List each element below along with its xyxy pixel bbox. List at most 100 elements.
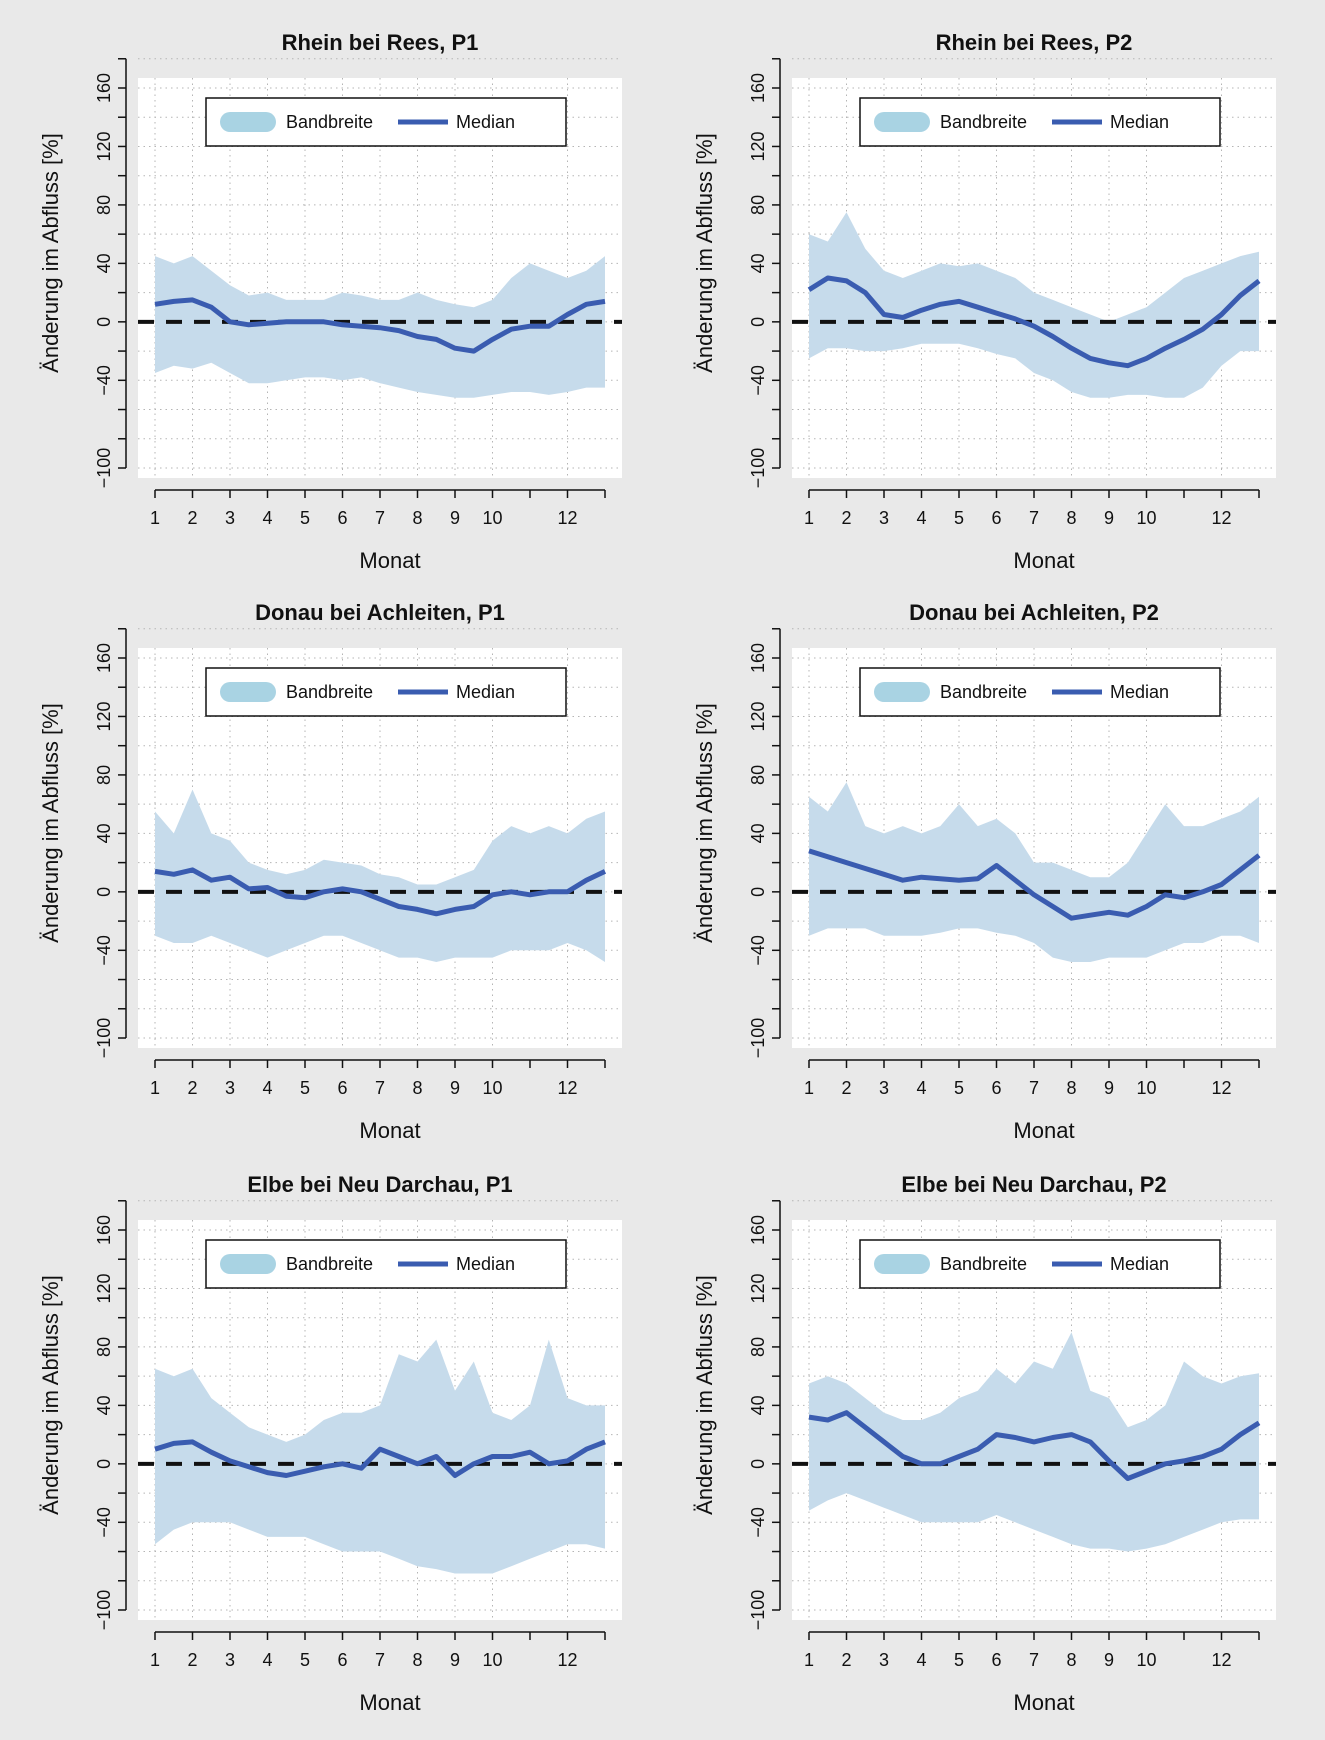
x-tick-label: 4: [916, 508, 926, 528]
y-tick-label: 80: [748, 195, 768, 215]
legend-band-label: Bandbreite: [940, 112, 1027, 132]
legend-band-swatch: [874, 112, 930, 132]
x-tick-label: 5: [954, 508, 964, 528]
x-axis-label: Monat: [359, 1118, 420, 1143]
x-tick-label: 12: [557, 1078, 577, 1098]
y-tick-label: −40: [748, 1507, 768, 1538]
y-tick-label: 80: [94, 1337, 114, 1357]
x-tick-label: 2: [187, 508, 197, 528]
x-tick-label: 5: [300, 1650, 310, 1670]
y-tick-label: −100: [94, 1018, 114, 1059]
y-tick-label: 80: [748, 1337, 768, 1357]
x-tick-label: 2: [187, 1078, 197, 1098]
y-tick-label: 40: [748, 1395, 768, 1415]
y-axis-label: Änderung im Abfluss [%]: [38, 703, 63, 943]
x-tick-label: 2: [841, 1650, 851, 1670]
x-tick-label: 1: [150, 1650, 160, 1670]
y-tick-label: 0: [94, 1459, 114, 1469]
chart-title: Rhein bei Rees, P1: [282, 30, 479, 55]
y-axis-label: Änderung im Abfluss [%]: [692, 1275, 717, 1515]
x-axis-label: Monat: [1013, 1118, 1074, 1143]
legend-median-label: Median: [456, 112, 515, 132]
median-line: [807, 275, 1261, 369]
x-tick-label: 1: [804, 1650, 814, 1670]
y-tick-label: 40: [94, 253, 114, 273]
x-tick-label: 9: [450, 1650, 460, 1670]
bandbreite-area: [809, 212, 1259, 398]
y-tick-label: −100: [94, 448, 114, 489]
y-tick-label: 40: [94, 823, 114, 843]
x-tick-label: 6: [991, 1078, 1001, 1098]
y-axis-label: Änderung im Abfluss [%]: [38, 133, 63, 373]
x-tick-label: 3: [225, 1650, 235, 1670]
x-axis-label: Monat: [1013, 1690, 1074, 1715]
y-tick-label: 120: [94, 131, 114, 161]
y-tick-label: 160: [94, 643, 114, 673]
x-tick-label: 2: [841, 1078, 851, 1098]
x-tick-label: 5: [300, 508, 310, 528]
bandbreite-area: [809, 782, 1259, 962]
legend-band-label: Bandbreite: [286, 682, 373, 702]
x-tick-label: 12: [1211, 1650, 1231, 1670]
x-tick-label: 5: [954, 1650, 964, 1670]
y-tick-label: 0: [94, 887, 114, 897]
y-tick-label: −40: [748, 365, 768, 396]
legend-band-swatch: [220, 1254, 276, 1274]
x-tick-label: 4: [916, 1650, 926, 1670]
y-tick-label: 40: [94, 1395, 114, 1415]
y-tick-label: −100: [748, 448, 768, 489]
y-tick-label: 120: [748, 131, 768, 161]
x-tick-label: 4: [262, 1650, 272, 1670]
x-tick-label: 10: [1136, 1078, 1156, 1098]
y-tick-label: −40: [94, 365, 114, 396]
legend-band-swatch: [874, 682, 930, 702]
x-tick-label: 4: [262, 508, 272, 528]
y-tick-label: 120: [94, 1273, 114, 1303]
chart-panel: Bandbreite Median Donau bei Achleiten, P1 1…: [38, 600, 622, 1143]
x-tick-label: 5: [954, 1078, 964, 1098]
legend-median-label: Median: [456, 682, 515, 702]
x-tick-label: 10: [1136, 1650, 1156, 1670]
legend-band-swatch: [874, 1254, 930, 1274]
x-tick-label: 9: [1104, 1650, 1114, 1670]
x-tick-label: 7: [375, 508, 385, 528]
x-tick-label: 1: [150, 508, 160, 528]
chart-title: Donau bei Achleiten, P1: [255, 600, 505, 625]
x-tick-label: 8: [412, 1078, 422, 1098]
y-tick-label: 160: [94, 73, 114, 103]
y-tick-label: −40: [94, 1507, 114, 1538]
x-tick-label: 6: [337, 1650, 347, 1670]
legend-median-label: Median: [456, 1254, 515, 1274]
x-axis-label: Monat: [359, 548, 420, 573]
x-tick-label: 10: [1136, 508, 1156, 528]
x-tick-label: 7: [1029, 1650, 1039, 1670]
legend-median-label: Median: [1110, 112, 1169, 132]
x-tick-label: 3: [879, 1650, 889, 1670]
legend-band-label: Bandbreite: [286, 1254, 373, 1274]
chart-title: Rhein bei Rees, P2: [936, 30, 1133, 55]
y-tick-label: 0: [748, 887, 768, 897]
x-tick-label: 7: [1029, 1078, 1039, 1098]
legend-band-label: Bandbreite: [940, 1254, 1027, 1274]
y-tick-label: −100: [748, 1018, 768, 1059]
x-tick-label: 8: [412, 1650, 422, 1670]
y-tick-label: 80: [94, 765, 114, 785]
x-tick-label: 8: [1066, 508, 1076, 528]
y-tick-label: 40: [748, 823, 768, 843]
legend-band-label: Bandbreite: [286, 112, 373, 132]
chart-panel: Bandbreite Median Elbe bei Neu Darchau, P1…: [38, 1172, 622, 1715]
x-tick-label: 1: [150, 1078, 160, 1098]
x-tick-label: 12: [1211, 508, 1231, 528]
x-tick-label: 3: [879, 1078, 889, 1098]
y-tick-label: 0: [94, 317, 114, 327]
x-tick-label: 12: [557, 508, 577, 528]
y-tick-label: −100: [748, 1590, 768, 1631]
x-axis-label: Monat: [359, 1690, 420, 1715]
x-tick-label: 2: [841, 508, 851, 528]
y-tick-label: 160: [748, 1215, 768, 1245]
x-tick-label: 2: [187, 1650, 197, 1670]
chart-title: Elbe bei Neu Darchau, P2: [901, 1172, 1166, 1197]
x-tick-label: 3: [879, 508, 889, 528]
